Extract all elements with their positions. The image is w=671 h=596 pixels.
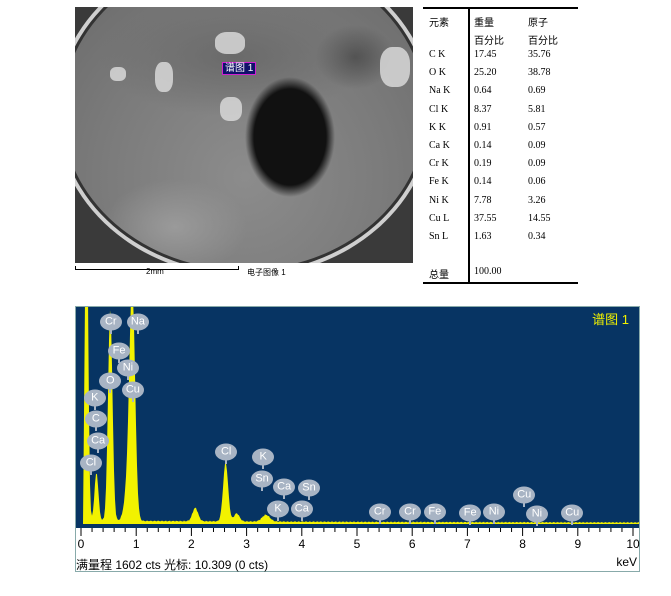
total-value: 100.00	[474, 266, 502, 277]
cell-element: Cr K	[429, 158, 449, 170]
element-label-ca[interactable]: Ca	[87, 432, 110, 450]
particle	[220, 97, 242, 121]
element-label-ca[interactable]: Ca	[273, 478, 296, 496]
element-label-o[interactable]: O	[99, 372, 122, 390]
eds-spectrum: Cr Na Fe Ni O Cu K C Ca Cl Cl K Sn Ca Sn K Ca Cr Cr Fe Fe Ni C…	[75, 306, 640, 572]
composition-table: 元素 重量 原子 百分比 百分比 C K 17.45 35.76 O K 25.20 38…	[423, 7, 578, 284]
element-label-ca[interactable]: Ca	[290, 500, 313, 518]
cell-weight: 0.14	[474, 140, 492, 151]
spectrum-plot[interactable]: Cr Na Fe Ni O Cu K C Ca Cl Cl K Sn Ca Sn K Ca Cr Cr Fe Fe Ni C…	[76, 307, 639, 528]
cell-atomic: 0.06	[528, 176, 546, 188]
element-label-cr[interactable]: Cr	[368, 503, 391, 521]
total-label: 总量	[429, 270, 449, 281]
element-label-na[interactable]: Na	[126, 313, 149, 331]
column-divider	[468, 9, 470, 282]
particle	[155, 62, 173, 92]
cell-weight: 0.64	[474, 85, 492, 97]
cell-weight: 8.37	[474, 103, 492, 115]
x-tick-label: 2	[188, 537, 195, 551]
element-label-ni[interactable]: Ni	[525, 505, 548, 523]
status-readout: 满量程 1602 cts 光标: 10.309 (0 cts)	[76, 558, 269, 572]
cell-weight: 7.78	[474, 194, 492, 206]
cell-weight: 37.55	[474, 212, 497, 224]
particle	[110, 67, 126, 81]
element-label-c[interactable]: C	[84, 410, 107, 428]
spectrum-spot-label[interactable]: 谱图 1	[222, 62, 257, 75]
cell-weight: 17.45	[474, 49, 497, 60]
cell-weight: 0.14	[474, 176, 492, 188]
cell-element: C K	[429, 49, 446, 60]
x-tick-label: 8	[519, 537, 526, 551]
x-tick-label: 0	[77, 537, 85, 551]
sample-disc	[75, 7, 413, 263]
cell-weight: 25.20	[474, 67, 497, 79]
element-label-cu[interactable]: Cu	[561, 504, 584, 522]
element-label-k[interactable]: K	[267, 500, 290, 518]
x-tick-label: 5	[353, 537, 361, 551]
element-label-fe[interactable]: Fe	[108, 342, 131, 360]
x-tick-label: 3	[243, 537, 250, 551]
cell-element: Fe K	[429, 176, 449, 188]
particle	[215, 32, 245, 54]
header-atomic-unit: 百分比	[528, 36, 558, 47]
cell-atomic: 5.81	[528, 103, 546, 115]
x-tick-label: 4	[298, 537, 306, 551]
cell-atomic: 0.57	[528, 121, 546, 133]
scale-bar	[75, 266, 239, 270]
x-tick-label: 7	[464, 537, 471, 551]
tick-marks	[80, 528, 634, 536]
element-label-cu[interactable]: Cu	[513, 486, 536, 504]
spectrum-svg	[76, 307, 639, 524]
x-axis: 0 1 2 3 4 5 6 7 8 9 10 满量程 1602 cts 光标: 10.309 (0 …	[76, 528, 640, 572]
sem-electron-image	[75, 7, 413, 263]
cell-element: K K	[429, 121, 446, 133]
x-axis-unit: keV	[616, 555, 637, 569]
x-tick-label: 10	[626, 537, 640, 551]
x-tick-label: 9	[574, 537, 582, 551]
cell-weight: 0.19	[474, 158, 492, 170]
cell-element: Cu L	[429, 212, 450, 224]
cell-atomic: 0.09	[528, 158, 546, 170]
x-tick-label: 1	[132, 537, 140, 551]
element-label-ni[interactable]: Ni	[482, 503, 505, 521]
element-label-cr[interactable]: Cr	[99, 313, 122, 331]
scale-label: 2mm	[146, 267, 164, 276]
header-weight: 重量	[474, 18, 494, 29]
element-label-k[interactable]: K	[252, 448, 275, 466]
element-label-cl[interactable]: Cl	[79, 454, 102, 472]
cell-atomic: 0.09	[528, 140, 546, 151]
cell-element: Sn L	[429, 231, 449, 242]
element-label-cr[interactable]: Cr	[398, 503, 421, 521]
header-atomic: 原子	[528, 18, 548, 29]
cell-element: Ni K	[429, 194, 449, 206]
element-label-cl[interactable]: Cl	[215, 443, 238, 461]
element-label-fe[interactable]: Fe	[459, 504, 482, 522]
x-tick-label: 6	[408, 537, 416, 551]
header-element: 元素	[429, 18, 449, 29]
spectrum-trace	[76, 307, 639, 524]
element-label-cu[interactable]: Cu	[121, 381, 144, 399]
cell-element: Cl K	[429, 103, 449, 115]
element-label-k[interactable]: K	[83, 389, 106, 407]
cell-atomic: 0.69	[528, 85, 546, 97]
cell-weight: 0.91	[474, 121, 492, 133]
cell-atomic: 38.78	[528, 67, 551, 79]
cell-atomic: 3.26	[528, 194, 546, 206]
element-label-fe[interactable]: Fe	[423, 503, 446, 521]
header-weight-unit: 百分比	[474, 36, 504, 47]
cell-atomic: 35.76	[528, 49, 551, 60]
cell-element: Ca K	[429, 140, 450, 151]
particle	[380, 47, 410, 87]
cell-atomic: 0.34	[528, 231, 546, 242]
image-caption: 电子图像 1	[247, 268, 286, 277]
cell-atomic: 14.55	[528, 212, 551, 224]
cell-weight: 1.63	[474, 231, 492, 242]
cell-element: Na K	[429, 85, 451, 97]
element-label-ni[interactable]: Ni	[116, 359, 139, 377]
cell-element: O K	[429, 67, 446, 79]
spectrum-title: 谱图 1	[592, 312, 629, 327]
element-label-sn[interactable]: Sn	[297, 479, 320, 497]
element-label-sn[interactable]: Sn	[251, 470, 274, 488]
